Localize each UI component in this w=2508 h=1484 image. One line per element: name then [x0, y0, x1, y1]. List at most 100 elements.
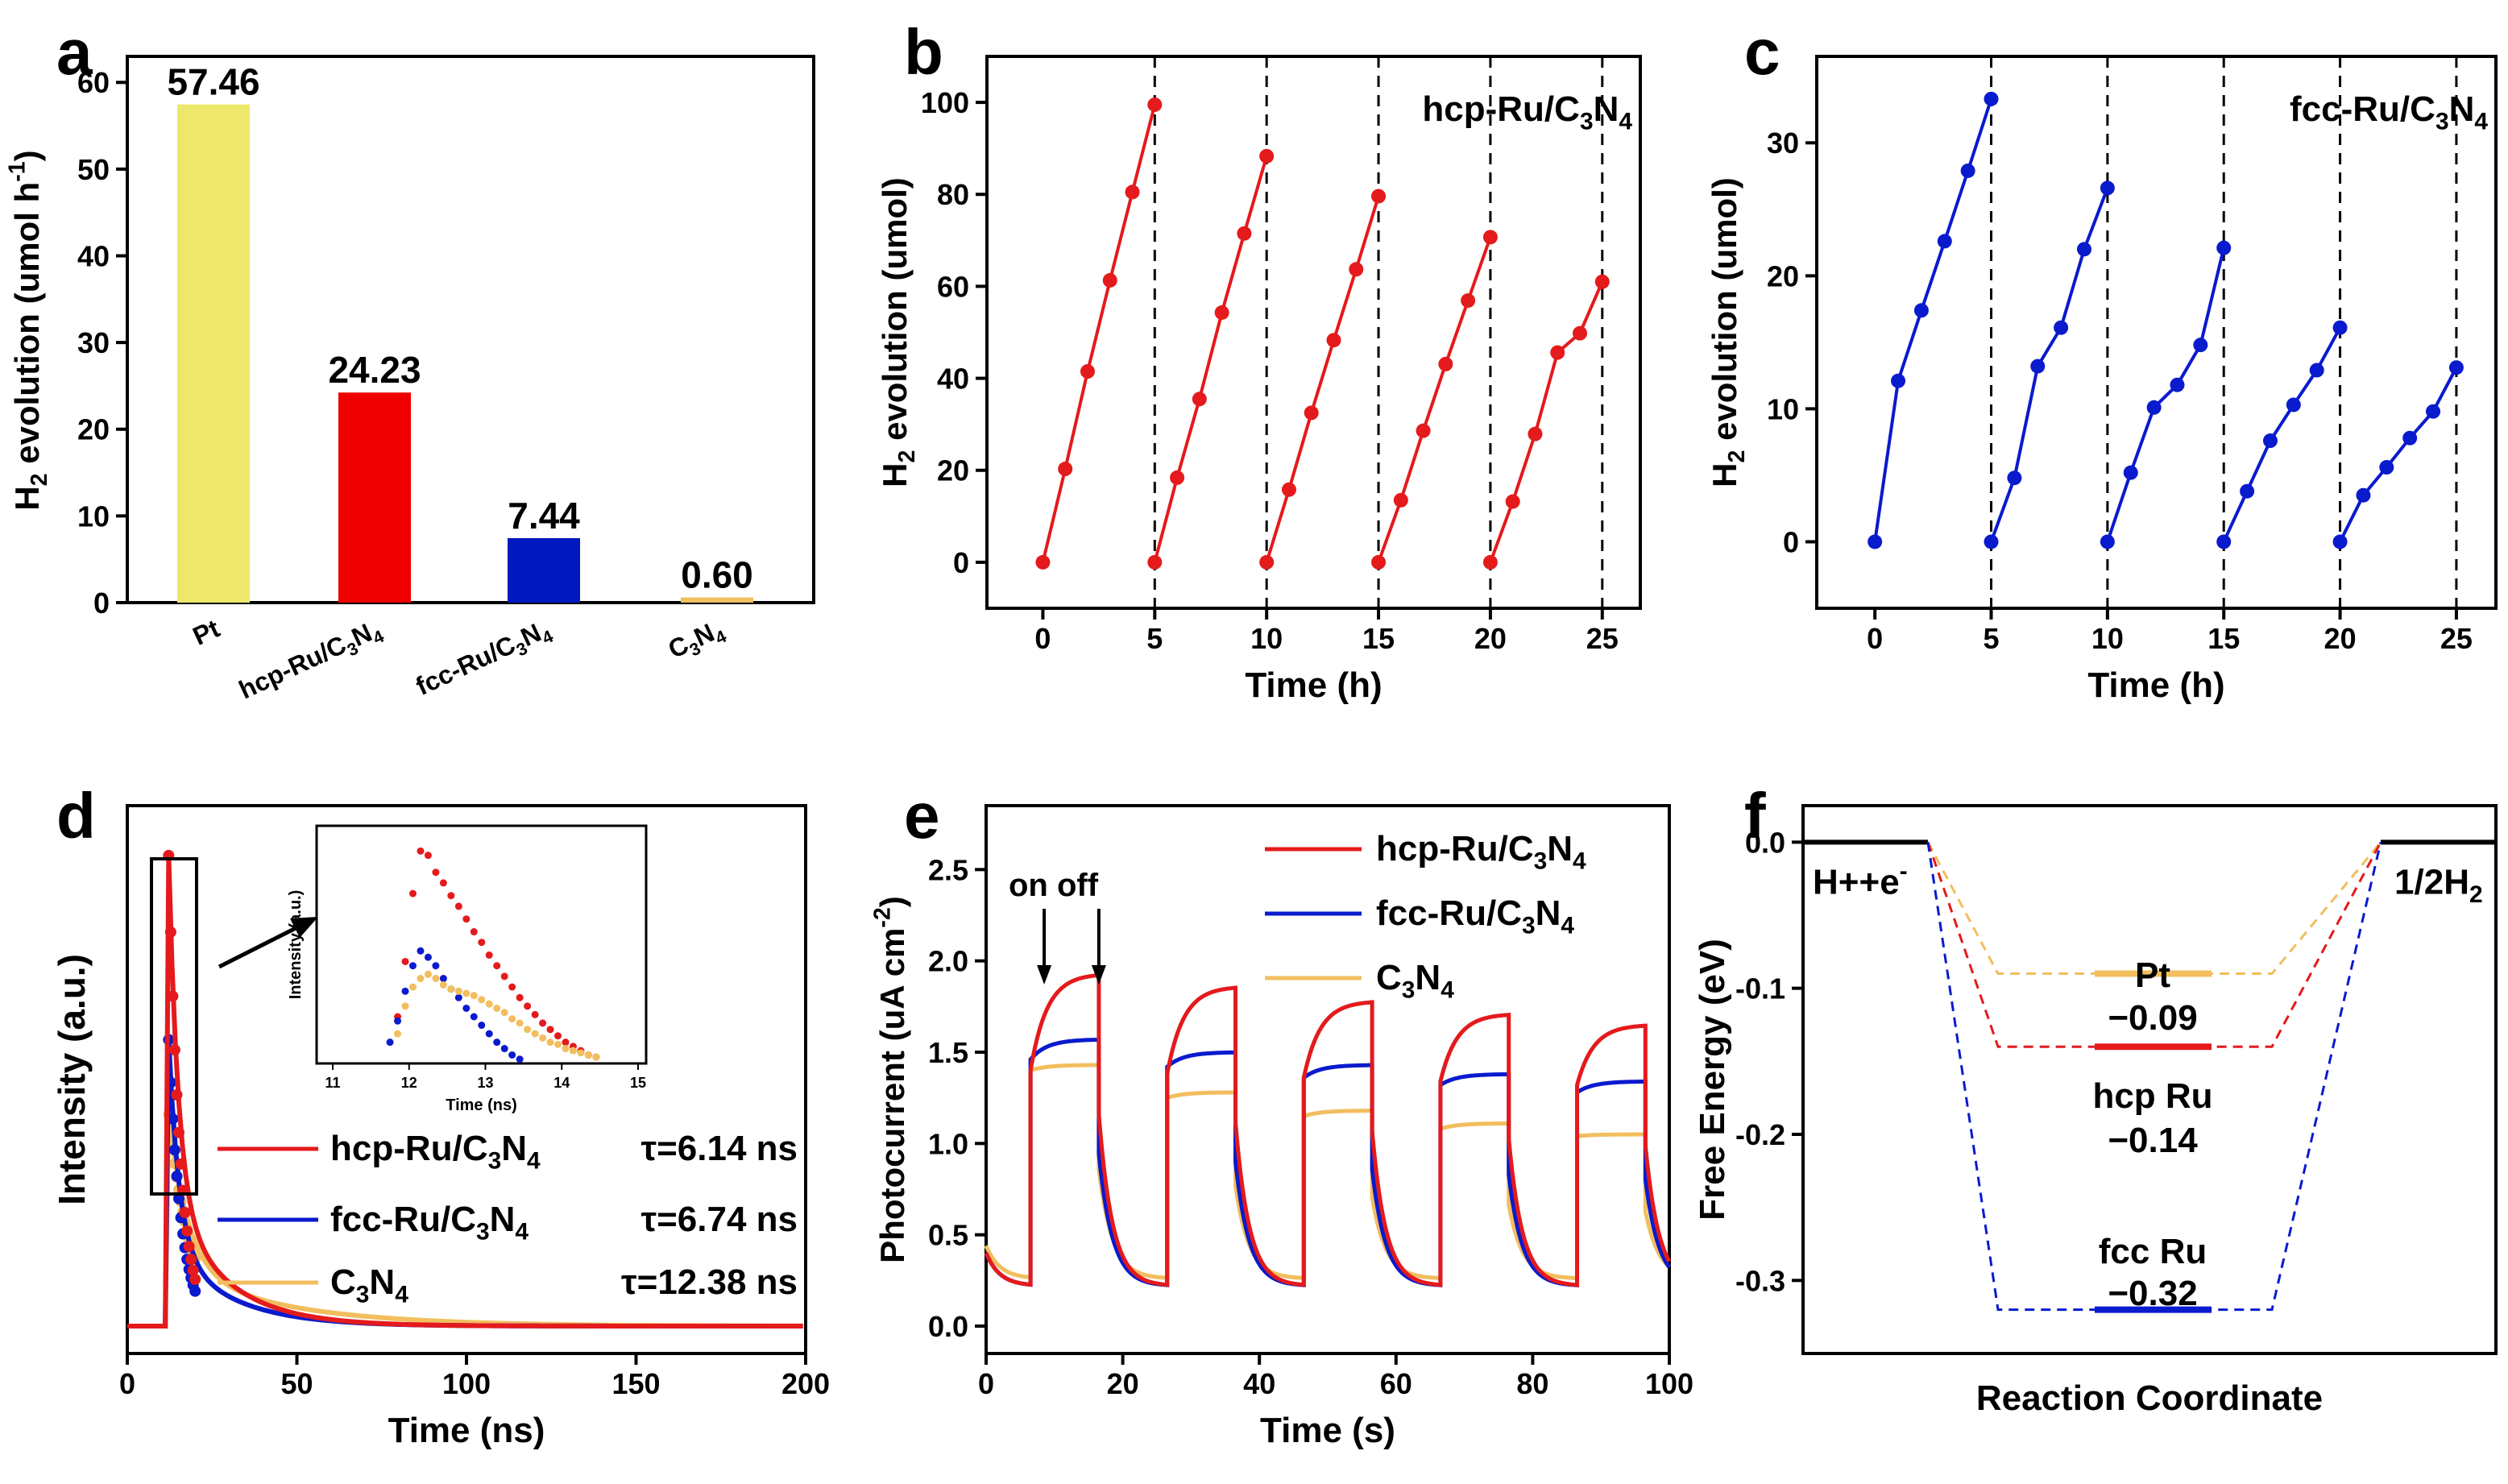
panel-a-ytick-label: 50	[77, 153, 110, 186]
panel-f-frame	[1801, 804, 2498, 1355]
inset-data-point	[500, 1009, 508, 1017]
inset-data-point	[462, 1004, 471, 1012]
panel-b-ytick-label: 60	[937, 270, 969, 303]
data-point	[167, 990, 179, 1002]
panel-e-frame	[985, 804, 1671, 1355]
inset-data-point	[592, 1053, 600, 1061]
tau-label: τ=12.38 ns	[621, 1262, 798, 1302]
data-point	[1147, 97, 1163, 112]
data-point	[1058, 462, 1073, 477]
data-point	[1035, 554, 1051, 570]
legend-label: hcp-Ru/C3N4	[1376, 829, 1586, 875]
data-point	[2146, 400, 2162, 415]
inset-data-point	[554, 1032, 562, 1040]
inset-data-point	[432, 962, 440, 970]
panel-e-xtick-label: 40	[1243, 1367, 1275, 1400]
x-axis-label: Time (s)	[1260, 1411, 1395, 1450]
data-point	[2309, 363, 2324, 378]
initial-state-label: H++e-	[1813, 858, 1908, 902]
data-point	[1393, 492, 1408, 508]
inset-data-point	[493, 1004, 501, 1012]
x-category-label: C3N4	[664, 614, 729, 669]
data-point	[1461, 293, 1476, 309]
data-point	[1371, 554, 1387, 570]
inset-data-point	[478, 939, 486, 947]
panel-c-xtick-label: 10	[2091, 622, 2124, 655]
x-category-label: fcc-Ru/C3N4	[412, 614, 557, 705]
panel-f-ytick-label: -0.2	[1735, 1118, 1785, 1151]
panel-e-xtick-label: 20	[1107, 1367, 1139, 1400]
legend-label: fcc-Ru/C3N4	[1376, 893, 1574, 939]
inset-data-point	[470, 928, 478, 936]
data-point	[1984, 91, 1999, 106]
series-line	[1489, 280, 1604, 563]
inset-x-axis-label: Time (ns)	[446, 1096, 517, 1114]
bar-value-label: 24.23	[328, 349, 421, 391]
inset-data-point	[401, 1002, 409, 1010]
data-point	[171, 1170, 183, 1182]
inset-xtick-label: 13	[477, 1075, 493, 1091]
zoom-arrow	[218, 922, 304, 969]
y-axis-label: Photocurrent (uA cm-2)	[869, 896, 911, 1263]
inset-data-point	[508, 983, 516, 991]
panel-e-xtick-label: 80	[1516, 1367, 1548, 1400]
data-point	[1482, 230, 1498, 245]
data-point	[1868, 534, 1883, 549]
data-point	[167, 1113, 179, 1125]
data-point	[1170, 470, 1185, 485]
legend-label: fcc-Ru/C3N4	[330, 1200, 529, 1246]
panel-a-ytick-label: 30	[77, 326, 110, 359]
inset-data-point	[493, 1038, 501, 1047]
data-point	[2054, 320, 2069, 335]
panel-b-xtick-label: 10	[1250, 622, 1283, 655]
data-point	[189, 1273, 201, 1285]
tau-label: τ=6.14 ns	[640, 1129, 798, 1168]
panel-label: f	[1744, 780, 1766, 852]
y-axis-label: H2 evolution (umol)	[1706, 177, 1750, 487]
data-point	[1102, 272, 1117, 288]
x-category-label: hcp-Ru/C3N4	[234, 614, 387, 709]
data-point	[2426, 404, 2441, 419]
data-point	[1960, 163, 1975, 178]
inset-data-point	[493, 962, 501, 970]
legend-label: C3N4	[330, 1262, 408, 1308]
panel-b-xtick-label: 20	[1474, 622, 1507, 655]
bar-value-label: 7.44	[508, 495, 580, 537]
series-legend-label: hcp-Ru/C3N4	[1422, 89, 1632, 135]
data-point	[1304, 405, 1319, 421]
data-point	[172, 1126, 184, 1138]
inset-data-point	[401, 957, 409, 965]
data-point	[2356, 487, 2371, 503]
photocurrent-line	[984, 972, 1672, 1287]
panel-b-ytick-label: 100	[921, 86, 969, 119]
data-point	[164, 926, 176, 938]
inset-xtick-label: 11	[325, 1075, 340, 1091]
panel-d-xtick-label: 150	[611, 1367, 660, 1400]
inset-data-point	[439, 975, 447, 983]
panel-b-xtick-label: 0	[1034, 622, 1051, 655]
data-point	[2193, 338, 2208, 353]
inset-data-point	[394, 1030, 402, 1038]
data-point	[2170, 377, 2185, 392]
data-point	[168, 1144, 180, 1156]
data-point	[1192, 392, 1207, 407]
data-point	[2448, 360, 2464, 375]
inset-data-point	[462, 989, 471, 997]
data-point	[185, 1254, 197, 1266]
panel-d-xtick-label: 0	[119, 1367, 135, 1400]
panel-a-frame	[126, 55, 815, 604]
panel-e-xtick-label: 60	[1380, 1367, 1412, 1400]
panel-label: d	[56, 780, 96, 852]
data-point	[187, 1264, 199, 1276]
data-point	[1550, 345, 1565, 360]
panel-f-ytick-label: -0.3	[1735, 1264, 1785, 1297]
data-point	[1371, 189, 1387, 204]
inset-xtick-label: 14	[553, 1075, 570, 1091]
energy-path	[1926, 841, 2382, 976]
panel-e-ytick-label: 1.0	[928, 1127, 968, 1160]
switch-arrow-head	[1037, 965, 1052, 984]
inset-data-point	[554, 1040, 562, 1048]
panel-c-xtick-label: 25	[2440, 622, 2473, 655]
data-point	[2216, 240, 2232, 255]
